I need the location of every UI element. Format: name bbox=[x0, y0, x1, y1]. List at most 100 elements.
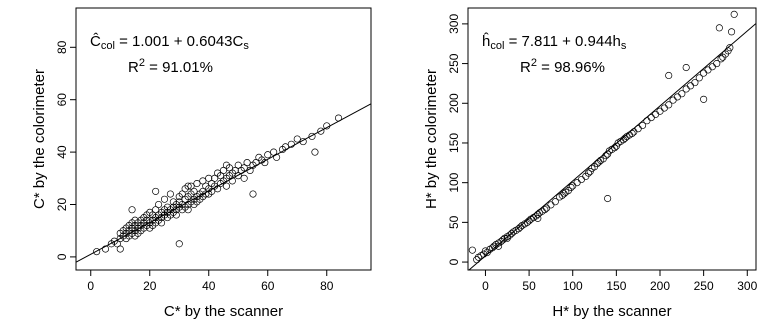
right-data-point bbox=[573, 179, 581, 187]
right-data-point bbox=[730, 10, 738, 18]
right-data-point bbox=[726, 44, 734, 52]
right-r-squared: R2 = 98.96% bbox=[520, 57, 605, 76]
right-y-tick-label: 150 bbox=[447, 133, 461, 153]
left-data-point bbox=[152, 187, 160, 195]
right-y-tick-label: 300 bbox=[447, 14, 461, 34]
left-y-axis-title: C* by the colorimeter bbox=[31, 69, 48, 209]
right-data-point bbox=[665, 101, 673, 109]
right-data-point bbox=[695, 74, 703, 82]
left-data-point bbox=[116, 245, 124, 253]
left-data-point bbox=[101, 245, 110, 253]
left-data-point bbox=[273, 153, 281, 161]
right-y-tick-label: 250 bbox=[447, 53, 461, 73]
right-data-point bbox=[700, 69, 708, 77]
left-data-point bbox=[249, 190, 257, 198]
left-chart: 0 20 40 60 80 0 20 40 60 80 C* by the scanner C* by… bbox=[31, 7, 372, 320]
left-data-point bbox=[287, 140, 295, 148]
right-x-tick-label: 250 bbox=[694, 279, 714, 293]
left-data-point bbox=[270, 148, 278, 156]
left-data-point bbox=[184, 206, 192, 214]
left-x-axis-title: C* by the scanner bbox=[164, 303, 283, 320]
left-data-point bbox=[178, 190, 186, 198]
left-data-point bbox=[240, 164, 248, 172]
left-x-tick-label: 40 bbox=[202, 279, 216, 293]
left-data-point bbox=[152, 206, 160, 214]
left-data-point bbox=[222, 161, 231, 169]
left-equation: Ĉcol = 1.001 + 0.6043Cs bbox=[90, 33, 249, 52]
left-x-tick-label: 80 bbox=[320, 279, 334, 293]
right-data-point bbox=[691, 79, 699, 87]
right-data-point bbox=[604, 194, 612, 203]
right-data-point bbox=[481, 247, 490, 255]
left-data-point bbox=[246, 166, 254, 174]
left-data-point bbox=[293, 135, 301, 143]
right-data-point bbox=[534, 210, 542, 218]
left-data-point bbox=[261, 159, 269, 167]
right-y-tick-label: 100 bbox=[447, 172, 461, 192]
left-data-point bbox=[228, 177, 236, 185]
left-data-point bbox=[187, 182, 195, 190]
left-plot-frame bbox=[75, 7, 372, 271]
left-data-point bbox=[234, 161, 242, 169]
right-data-point bbox=[728, 28, 736, 36]
right-data-point bbox=[656, 107, 664, 115]
right-data-point bbox=[643, 117, 651, 125]
right-x-tick-label: 50 bbox=[522, 279, 536, 293]
right-data-point bbox=[715, 24, 723, 32]
right-data-point bbox=[713, 60, 721, 68]
left-y-tick-label: 20 bbox=[55, 198, 69, 212]
left-y-tick-label: 80 bbox=[55, 40, 69, 54]
right-data-point bbox=[682, 85, 690, 93]
left-data-point bbox=[199, 177, 207, 185]
left-data-point bbox=[155, 200, 163, 209]
right-data-point bbox=[542, 204, 551, 212]
right-data-point bbox=[516, 223, 524, 231]
left-data-point bbox=[243, 159, 251, 167]
right-data-point bbox=[638, 121, 647, 130]
right-y-tick-label: 200 bbox=[447, 93, 461, 113]
left-data-point bbox=[311, 148, 319, 156]
right-y-tick-label: 0 bbox=[447, 258, 461, 265]
right-data-point bbox=[652, 110, 660, 118]
left-data-point bbox=[166, 190, 174, 198]
right-data-point bbox=[503, 234, 511, 242]
left-data-point bbox=[299, 138, 307, 146]
left-data-point bbox=[214, 185, 222, 193]
left-data-point bbox=[184, 182, 192, 190]
left-data-point bbox=[211, 174, 219, 182]
left-data-point bbox=[217, 172, 225, 180]
right-data-point bbox=[647, 114, 655, 122]
right-data-point bbox=[673, 93, 682, 101]
right-data-point bbox=[682, 63, 690, 72]
left-data-point bbox=[264, 151, 272, 159]
left-data-point bbox=[323, 122, 331, 130]
right-data-point bbox=[569, 182, 577, 190]
left-data-point bbox=[240, 174, 248, 182]
right-data-point bbox=[669, 96, 677, 104]
right-y-axis-title: H* by the colorimeter bbox=[423, 69, 440, 209]
left-x-tick-label: 60 bbox=[261, 279, 275, 293]
right-data-point bbox=[686, 82, 695, 90]
right-y-tick-label: 50 bbox=[447, 215, 461, 229]
right-data-point bbox=[468, 246, 476, 254]
left-data-point bbox=[190, 187, 198, 195]
left-r-squared: R2 = 91.01% bbox=[128, 57, 213, 76]
left-data-point bbox=[252, 159, 260, 167]
right-data-point bbox=[577, 175, 586, 184]
left-data-point bbox=[113, 240, 121, 248]
left-y-tick-label: 60 bbox=[55, 93, 69, 107]
right-data-point bbox=[660, 104, 668, 112]
right-x-tick-label: 0 bbox=[482, 279, 489, 293]
right-x-tick-label: 300 bbox=[737, 279, 757, 293]
right-data-point bbox=[595, 158, 603, 166]
right-x-axis-title: H* by the scanner bbox=[552, 303, 671, 320]
left-data-point bbox=[234, 172, 242, 180]
right-data-point bbox=[567, 183, 575, 191]
left-data-point bbox=[208, 187, 216, 195]
left-data-point bbox=[128, 206, 136, 214]
left-data-point bbox=[231, 166, 239, 174]
right-data-point bbox=[534, 214, 542, 222]
left-data-point bbox=[160, 195, 169, 203]
